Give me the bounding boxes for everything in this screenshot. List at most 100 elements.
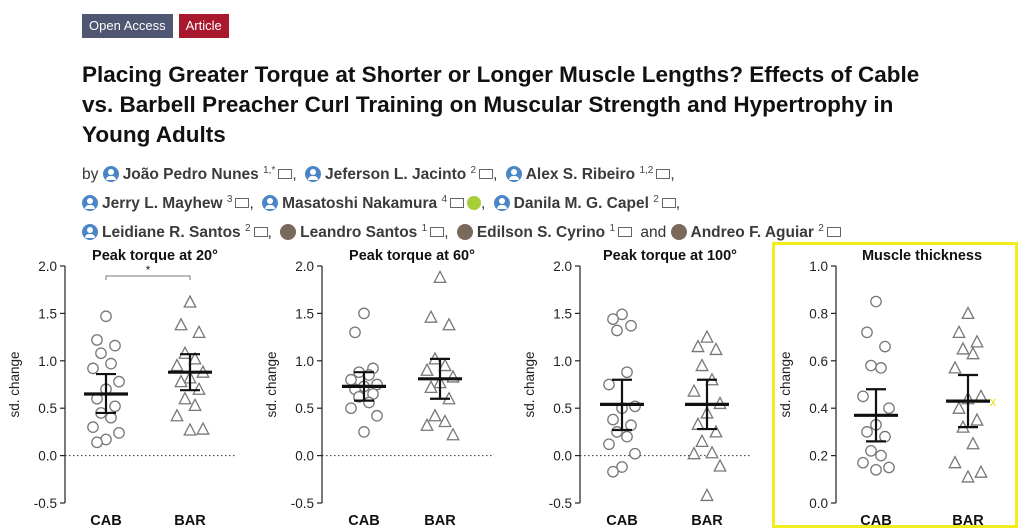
person-icon <box>304 166 321 183</box>
data-point-triangle <box>174 317 188 331</box>
person-icon <box>82 224 98 241</box>
author-6[interactable]: Danila M. G. Capel 2, <box>493 194 680 213</box>
author-7[interactable]: Leidiane R. Santos 2, <box>82 223 272 242</box>
author-4[interactable]: Jerry L. Mayhew 3, <box>82 194 254 213</box>
author-name[interactable]: Alex S. Ribeiro <box>525 166 636 184</box>
author-1[interactable]: João Pedro Nunes 1,*, <box>102 165 297 184</box>
data-point-circle <box>345 402 357 415</box>
y-tick-label: 1.0 <box>809 259 828 274</box>
chart-panel: Peak torque at 100° -0.5 0.0 0.5 1.0 1.5 2.0 sd… <box>522 248 750 529</box>
open-access-badge[interactable]: Open Access <box>82 14 173 38</box>
data-point-circle <box>870 463 882 476</box>
author-name[interactable]: Jeferson L. Jacinto <box>324 166 467 184</box>
data-point-triangle <box>428 408 442 422</box>
data-point-triangle <box>446 427 460 441</box>
author-affiliation: 4 <box>441 194 448 206</box>
author-name[interactable]: Jerry L. Mayhew <box>102 195 223 213</box>
data-point-circle <box>861 326 873 339</box>
data-point-triangle <box>695 358 709 372</box>
data-point-circle <box>857 390 869 403</box>
author-name[interactable]: Edilson S. Cyrino <box>476 224 606 242</box>
mail-icon[interactable] <box>656 169 671 180</box>
article-title: Placing Greater Torque at Shorter or Lon… <box>82 62 920 147</box>
chart-title: Peak torque at 100° <box>603 248 737 264</box>
author-name[interactable]: Andreo F. Aguiar <box>690 224 814 242</box>
y-tick-label: 2.0 <box>38 259 57 274</box>
data-point-triangle <box>700 488 714 502</box>
data-point-triangle <box>956 341 970 355</box>
figure-panels: Peak torque at 20° -0.5 0.0 0.5 1.0 1.5 2.0 sd.… <box>7 248 997 529</box>
mail-icon[interactable] <box>479 169 494 180</box>
data-point-circle <box>363 396 375 409</box>
data-point-triangle <box>420 417 434 431</box>
y-tick-label: 1.5 <box>295 306 314 321</box>
annotation-mark: x <box>990 394 997 409</box>
y-tick-label: 0.5 <box>38 401 57 416</box>
author-affiliation: 1,* <box>263 165 276 176</box>
author-name[interactable]: João Pedro Nunes <box>122 166 259 184</box>
y-tick-label: 2.0 <box>553 259 572 274</box>
data-point-circle <box>870 295 882 308</box>
data-point-triangle <box>188 351 202 365</box>
data-point-triangle <box>438 358 452 372</box>
author-name[interactable]: Leidiane R. Santos <box>102 224 241 242</box>
author-list: by João Pedro Nunes 1,*, Jeferson L. Jac… <box>82 158 942 245</box>
data-point-circle <box>875 449 887 462</box>
y-tick-label: 0.0 <box>553 449 572 464</box>
y-tick-label: 0.5 <box>295 401 314 416</box>
data-point-triangle <box>687 383 701 397</box>
y-axis-label: sd. change <box>264 351 279 417</box>
author-photo-icon <box>670 224 687 241</box>
author-name[interactable]: Leandro Santos <box>300 224 418 242</box>
author-2[interactable]: Jeferson L. Jacinto 2, <box>304 165 497 184</box>
author-name[interactable]: Masatoshi Nakamura <box>282 195 438 213</box>
data-point-circle <box>857 456 869 469</box>
data-point-triangle <box>178 391 192 405</box>
data-point-circle <box>621 366 633 379</box>
author-name[interactable]: Danila M. G. Capel <box>513 195 649 213</box>
data-point-circle <box>616 461 628 473</box>
data-point-triangle <box>709 424 723 438</box>
author-10[interactable]: Andreo F. Aguiar 2 <box>670 223 841 242</box>
data-point-circle <box>875 362 887 374</box>
y-tick-label: -0.5 <box>291 496 314 511</box>
data-point-triangle <box>970 412 984 426</box>
author-3[interactable]: Alex S. Ribeiro 1,2, <box>505 165 675 184</box>
mail-icon[interactable] <box>450 198 465 209</box>
significance-bracket <box>105 275 191 280</box>
y-tick-label: 1.0 <box>553 354 572 369</box>
mail-icon[interactable] <box>661 198 676 209</box>
mail-icon[interactable] <box>235 198 250 209</box>
author-photo-icon <box>280 224 297 241</box>
article-type-badge[interactable]: Article <box>178 14 229 38</box>
data-point-circle <box>371 378 383 391</box>
highlight-box <box>772 242 1018 528</box>
data-point-triangle <box>424 379 438 393</box>
data-point-circle <box>861 426 873 438</box>
mail-icon[interactable] <box>253 227 268 238</box>
mail-icon[interactable] <box>826 227 841 238</box>
category-label: CAB <box>90 513 121 529</box>
data-point-circle <box>100 310 112 323</box>
data-point-triangle <box>192 324 206 339</box>
data-point-circle <box>603 378 615 391</box>
mail-icon[interactable] <box>430 227 445 238</box>
data-point-circle <box>358 426 370 438</box>
author-affiliation: 2 <box>244 223 251 235</box>
data-point-triangle <box>970 334 984 348</box>
orcid-icon[interactable] <box>467 196 482 211</box>
data-point-triangle <box>183 422 197 436</box>
data-point-circle <box>621 430 633 443</box>
author-5[interactable]: Masatoshi Nakamura 4, <box>262 194 485 213</box>
author-9[interactable]: Edilson S. Cyrino 1 <box>456 223 633 242</box>
mail-icon[interactable] <box>618 227 633 238</box>
mail-icon[interactable] <box>278 169 293 180</box>
data-point-circle <box>109 400 121 413</box>
data-point-triangle <box>700 329 714 343</box>
data-point-circle <box>607 313 619 325</box>
author-8[interactable]: Leandro Santos 1, <box>280 223 449 242</box>
chart-title: Peak torque at 20° <box>92 248 218 264</box>
data-point-triangle <box>442 317 456 331</box>
data-point-circle <box>865 445 877 457</box>
data-point-triangle <box>952 324 966 339</box>
